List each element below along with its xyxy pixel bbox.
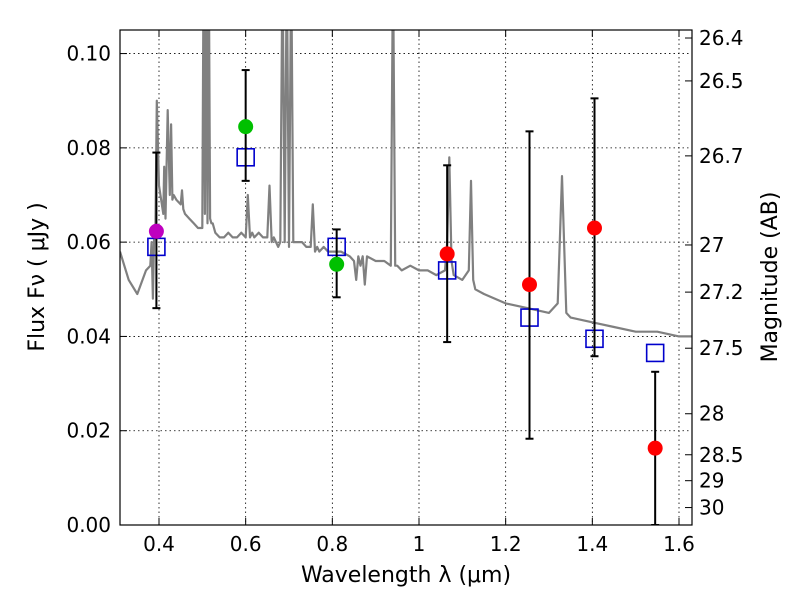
x-tick-label: 1.6 <box>663 532 695 556</box>
right-tick-label: 29 <box>699 469 724 493</box>
y-tick-label: 0.06 <box>66 230 111 254</box>
y-axis-label: Flux Fν ( μJy ) <box>25 202 50 351</box>
x-tick-label: 0.4 <box>143 532 175 556</box>
axis-ticks: 0.4 0.6 0.8 1 1.2 1.4 1.6 0.00 0.02 0.04 0.06 0.08 0… <box>66 26 743 556</box>
right-tick-label: 26.5 <box>699 69 744 93</box>
observed-flux-point <box>647 440 663 456</box>
right-axis-label: Magnitude (AB) <box>758 192 783 363</box>
y-tick-label: 0.02 <box>66 419 111 443</box>
right-tick-label: 26.7 <box>699 144 744 168</box>
right-tick-label: 30 <box>699 496 724 520</box>
right-tick-label: 28 <box>699 402 724 426</box>
x-tick-label: 1.2 <box>490 532 522 556</box>
observed-flux-point <box>439 246 455 262</box>
x-tick-label: 1.4 <box>576 532 608 556</box>
grid <box>120 30 692 526</box>
right-tick-label: 26.4 <box>699 26 744 50</box>
plot-area <box>120 30 692 525</box>
right-tick-label: 27.5 <box>699 336 744 360</box>
x-axis-label: Wavelength λ (μm) <box>301 563 511 588</box>
right-tick-label: 27 <box>699 233 724 257</box>
observed-flux-point <box>522 277 537 293</box>
model-spectrum-line <box>120 30 692 338</box>
plot-frame <box>119 29 693 526</box>
observed-flux-point <box>329 256 345 272</box>
x-tick-label: 1 <box>413 532 426 556</box>
y-tick-label: 0.00 <box>66 513 111 537</box>
right-tick-label: 28.5 <box>699 443 744 467</box>
template-square-point <box>645 343 665 363</box>
x-tick-label: 0.6 <box>230 532 262 556</box>
y-tick-label: 0.08 <box>66 136 111 160</box>
observed-flux-point <box>148 223 164 239</box>
y-tick-label: 0.10 <box>66 42 111 66</box>
x-tick-label: 0.8 <box>316 532 348 556</box>
observed-flux-point <box>238 119 254 135</box>
y-tick-label: 0.04 <box>66 324 111 348</box>
right-tick-label: 27.2 <box>699 280 744 304</box>
observed-flux-point <box>587 220 602 236</box>
